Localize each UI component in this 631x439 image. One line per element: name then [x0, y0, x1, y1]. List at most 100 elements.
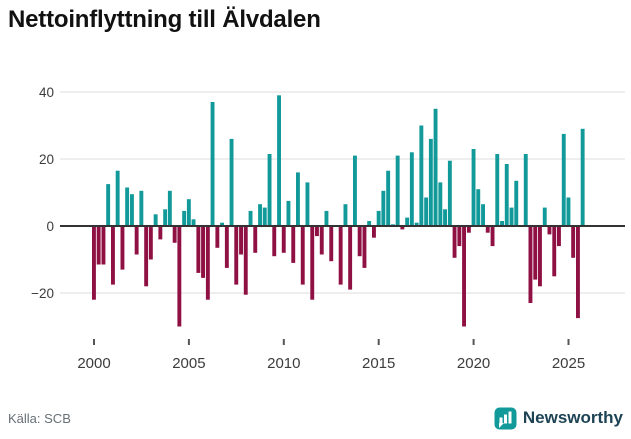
x-axis-label: 2005 [172, 355, 205, 372]
bar-2024-Q4 [561, 133, 566, 226]
bar-2013-Q4 [353, 155, 357, 226]
bar-2017-Q3 [424, 197, 429, 226]
bar-2016-Q2 [400, 226, 405, 230]
y-axis-label: −20 [31, 286, 54, 301]
x-axis-label: 2000 [77, 355, 110, 372]
bar-2004-Q3 [177, 226, 182, 327]
bar-2019-Q4 [466, 226, 471, 233]
bar-2012-Q1 [319, 226, 324, 255]
bar-2014-Q3 [367, 221, 372, 226]
page-title: Nettoinflyttning till Älvdalen [8, 6, 321, 33]
bar-2003-Q1 [148, 226, 153, 260]
bar-2015-Q1 [376, 210, 381, 226]
bar-2012-Q2 [324, 210, 329, 226]
bar-2001-Q1 [111, 226, 115, 285]
y-axis-label: 40 [39, 85, 54, 100]
bar-2003-Q3 [158, 226, 163, 240]
bar-2019-Q2 [457, 226, 462, 247]
bar-2014-Q2 [362, 226, 367, 268]
bar-2004-Q2 [172, 226, 177, 243]
bar-2001-Q4 [125, 187, 130, 226]
bar-2008-Q1 [243, 226, 248, 295]
bar-2018-Q2 [438, 182, 443, 226]
x-axis-label: 2010 [267, 355, 300, 372]
bar-2020-Q4 [485, 226, 490, 233]
bar-2020-Q3 [481, 204, 485, 226]
bar-2007-Q3 [234, 226, 239, 285]
bar-2000-Q3 [101, 226, 106, 265]
bar-2025-Q1 [566, 197, 571, 226]
bar-2003-Q2 [153, 214, 158, 226]
bar-2014-Q4 [372, 226, 376, 238]
bar-2004-Q4 [182, 210, 187, 226]
bar-2004-Q1 [167, 190, 172, 226]
bar-2011-Q3 [310, 226, 315, 300]
bar-2012-Q3 [329, 226, 334, 262]
bar-2007-Q4 [239, 226, 243, 255]
bar-2020-Q1 [471, 149, 476, 226]
bar-2002-Q3 [139, 190, 144, 226]
bar-2006-Q4 [220, 222, 224, 227]
bar-2009-Q3 [272, 226, 277, 257]
bar-2024-Q2 [552, 226, 557, 277]
x-axis-label: 2020 [457, 355, 490, 372]
bar-2008-Q3 [253, 226, 258, 253]
bar-2010-Q3 [291, 226, 296, 263]
bar-2009-Q1 [262, 207, 267, 226]
bar-2008-Q4 [258, 204, 262, 226]
bar-2020-Q2 [476, 189, 481, 227]
bar-2021-Q2 [495, 154, 500, 226]
bar-2005-Q3 [196, 226, 201, 273]
source-caption: Källa: SCB [8, 410, 71, 426]
bar-2016-Q4 [409, 152, 414, 226]
y-axis-label: 0 [46, 219, 54, 234]
bar-2025-Q2 [571, 226, 576, 258]
newsworthy-icon [494, 407, 517, 429]
bar-2015-Q3 [386, 170, 391, 226]
bar-2000-Q1 [92, 226, 96, 300]
newsworthy-wordmark: Newsworthy [522, 408, 623, 427]
bar-2017-Q4 [428, 138, 433, 226]
bar-2000-Q4 [106, 184, 111, 226]
newsworthy-logo[interactable]: Newsworthy [494, 407, 623, 430]
bar-2006-Q2 [210, 102, 215, 226]
bar-2002-Q1 [130, 194, 134, 226]
bar-2022-Q1 [509, 207, 514, 226]
bar-2022-Q4 [523, 154, 528, 226]
bar-2025-Q3 [576, 226, 580, 319]
bar-2021-Q1 [490, 226, 495, 247]
bar-2013-Q1 [338, 226, 343, 285]
bar-2001-Q2 [115, 170, 120, 226]
bar-2021-Q4 [504, 164, 509, 226]
bar-2017-Q1 [414, 222, 419, 227]
bar-2007-Q1 [224, 226, 229, 268]
bar-2024-Q3 [557, 226, 561, 247]
bar-2002-Q2 [134, 226, 139, 255]
bar-2023-Q4 [542, 207, 547, 226]
bar-2001-Q3 [120, 226, 125, 270]
bar-2009-Q2 [267, 154, 272, 226]
bar-2023-Q2 [533, 226, 538, 280]
bar-2011-Q2 [305, 182, 310, 226]
bar-2021-Q3 [500, 221, 504, 226]
bar-2016-Q1 [395, 155, 400, 226]
bar-2011-Q4 [315, 226, 319, 237]
bar-2010-Q4 [296, 172, 300, 226]
footer: Källa: SCB Newsworthy [0, 403, 631, 433]
bar-2005-Q1 [186, 199, 191, 226]
bar-2010-Q1 [281, 226, 286, 253]
bar-2015-Q2 [381, 190, 386, 226]
bar-2006-Q3 [215, 226, 220, 248]
bar-2013-Q3 [348, 226, 353, 290]
bar-2023-Q3 [538, 226, 542, 287]
bar-2016-Q3 [405, 217, 410, 226]
chart-canvas: −20 0 20 40 2000 2005 2010 2015 2020 2025 [31, 85, 625, 372]
bar-2024-Q1 [547, 226, 552, 235]
x-axis-label: 2025 [552, 355, 585, 372]
bar-2007-Q2 [229, 138, 234, 226]
bar-2003-Q4 [163, 209, 168, 227]
bar-2019-Q3 [462, 226, 466, 327]
bar-2011-Q1 [300, 226, 305, 285]
bar-2019-Q1 [452, 226, 457, 258]
